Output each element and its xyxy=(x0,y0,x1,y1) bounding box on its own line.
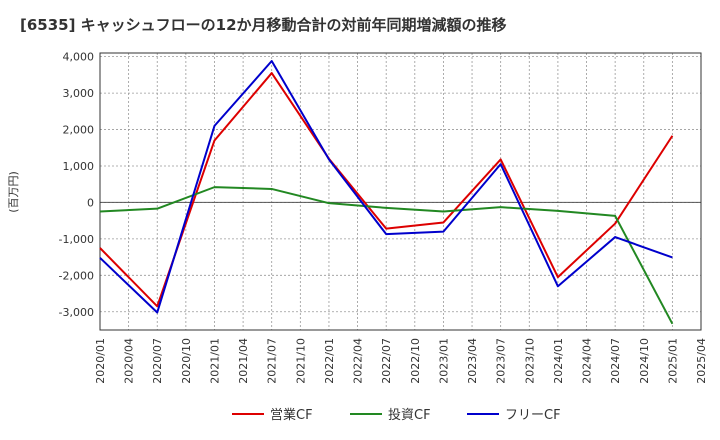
y-tick-label: 1,000 xyxy=(63,160,95,173)
y-tick-label: -1,000 xyxy=(59,233,94,246)
y-axis-label: (百万円) xyxy=(7,171,20,213)
x-tick-label: 2020/01 xyxy=(94,338,107,384)
x-tick-label: 2024/07 xyxy=(609,338,622,384)
x-tick-label: 2022/04 xyxy=(352,338,365,384)
legend-label-2: 投資CF xyxy=(388,407,431,423)
x-tick-label: 2020/04 xyxy=(123,338,136,384)
x-tick-label: 2022/10 xyxy=(409,338,422,384)
legend-label-1: 営業CF xyxy=(270,407,313,423)
x-tick-label: 2020/07 xyxy=(151,338,164,384)
x-tick-label: 2021/01 xyxy=(208,338,221,384)
x-tick-label: 2024/04 xyxy=(581,338,594,384)
series-line-1 xyxy=(99,72,674,308)
x-tick-label: 2023/10 xyxy=(523,338,536,384)
x-tick-label: 2022/07 xyxy=(380,338,393,384)
y-tick-label: 3,000 xyxy=(63,87,95,100)
plot-border xyxy=(99,52,702,331)
x-tick-label: 2022/01 xyxy=(323,338,336,384)
x-tick-label: 2020/10 xyxy=(180,338,193,384)
series-line-3 xyxy=(99,60,673,314)
x-tick-label: 2025/01 xyxy=(666,338,679,384)
x-tick-label: 2021/10 xyxy=(294,338,307,384)
y-tick-label: 4,000 xyxy=(63,51,95,64)
x-tick-label: 2024/01 xyxy=(552,338,565,384)
x-tick-label: 2023/07 xyxy=(495,338,508,384)
chart-title: [6535] キャッシュフローの12か月移動合計の対前年同期増減額の推移 xyxy=(20,16,507,34)
y-tick-label: -3,000 xyxy=(59,306,94,319)
y-tick-label: -2,000 xyxy=(59,269,94,282)
y-tick-label: 0 xyxy=(87,196,94,209)
x-tick-label: 2023/01 xyxy=(437,338,450,384)
legend-label-3: フリーCF xyxy=(505,408,561,423)
y-tick-label: 2,000 xyxy=(63,124,95,137)
x-tick-label: 2024/10 xyxy=(638,338,651,384)
series-line-2 xyxy=(99,186,674,325)
x-tick-label: 2021/04 xyxy=(237,338,250,384)
plot-area xyxy=(100,53,701,330)
x-tick-label: 2025/04 xyxy=(695,338,708,384)
x-tick-label: 2021/07 xyxy=(266,338,279,384)
x-tick-label: 2023/04 xyxy=(466,338,479,384)
